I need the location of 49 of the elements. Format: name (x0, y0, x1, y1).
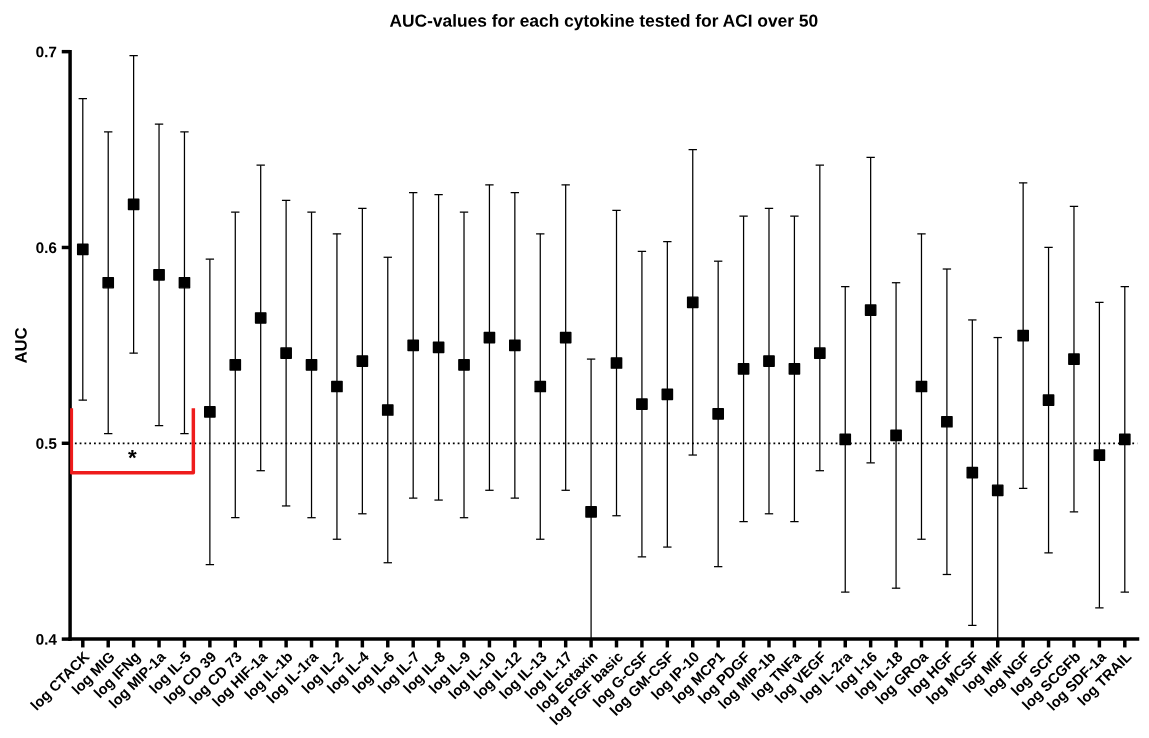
annotation: * (128, 449, 137, 459)
point (432, 341, 445, 354)
point (1093, 449, 1106, 461)
y-axis-title: AUC (15, 327, 27, 364)
y-tick-label: 0.4 (36, 633, 57, 645)
point (254, 312, 267, 324)
point (381, 404, 394, 416)
point (813, 347, 826, 360)
point (1017, 329, 1029, 342)
point (331, 380, 343, 393)
point (686, 296, 699, 309)
point (991, 484, 1004, 497)
point (458, 359, 470, 371)
point (483, 331, 496, 344)
y-tick-label: 0.6 (36, 242, 57, 254)
point (712, 408, 725, 420)
point (864, 304, 877, 316)
point (636, 398, 648, 410)
point (585, 505, 597, 518)
point (661, 388, 674, 401)
point (76, 243, 89, 256)
point (763, 355, 775, 367)
point (280, 347, 292, 360)
y-tick-label: 0.5 (36, 438, 57, 449)
point (1118, 433, 1131, 446)
point (559, 331, 572, 344)
point (1042, 394, 1055, 407)
point (305, 359, 318, 371)
point (407, 339, 420, 352)
point (127, 198, 140, 211)
point (610, 357, 623, 369)
point (204, 406, 216, 418)
point (534, 380, 547, 393)
point (941, 415, 953, 428)
point (890, 429, 902, 442)
point (839, 433, 852, 446)
y-tick-label: 0.7 (36, 46, 57, 58)
point (1068, 353, 1080, 365)
chart-title: AUC-values for each cytokine tested for ACI over 50 (389, 14, 818, 31)
point (737, 363, 750, 375)
point (229, 359, 242, 371)
point (509, 339, 521, 352)
point (153, 269, 165, 281)
point (178, 276, 191, 289)
point (102, 276, 115, 289)
point (966, 466, 979, 479)
point (788, 363, 801, 375)
point (356, 355, 369, 367)
point (915, 380, 928, 393)
